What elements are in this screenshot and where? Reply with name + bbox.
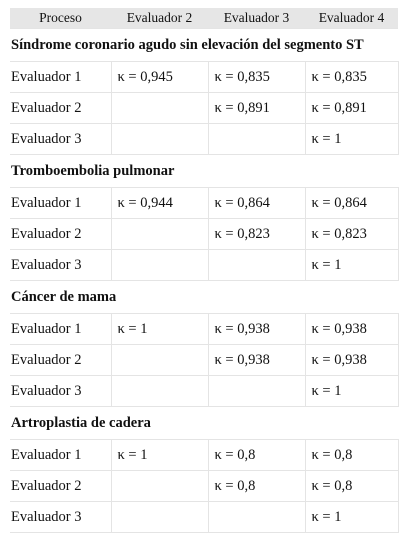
table-row: Evaluador 3 κ = 1 bbox=[10, 249, 399, 281]
header-evaluador-3: Evaluador 3 bbox=[208, 8, 305, 29]
row-label: Evaluador 1 bbox=[10, 439, 111, 471]
row-label: Evaluador 3 bbox=[10, 249, 111, 281]
table-row: Evaluador 2 κ = 0,891 κ = 0,891 bbox=[10, 92, 399, 124]
kappa-cell: κ = 1 bbox=[304, 123, 399, 155]
kappa-cell: κ = 0,938 bbox=[207, 313, 305, 345]
kappa-cell bbox=[207, 249, 305, 281]
header-proceso: Proceso bbox=[10, 8, 111, 29]
section-row: Síndrome coronario agudo sin elevación d… bbox=[10, 28, 398, 62]
table-row: Evaluador 1 κ = 1 κ = 0,8 κ = 0,8 bbox=[10, 439, 399, 471]
row-label: Evaluador 2 bbox=[10, 470, 111, 502]
kappa-cell: κ = 0,8 bbox=[304, 470, 399, 502]
kappa-cell bbox=[110, 249, 208, 281]
kappa-cell: κ = 0,823 bbox=[304, 218, 399, 250]
kappa-cell: κ = 0,864 bbox=[207, 187, 305, 219]
section-title: Artroplastia de cadera bbox=[10, 406, 398, 440]
kappa-cell: κ = 0,8 bbox=[304, 439, 399, 471]
row-label: Evaluador 3 bbox=[10, 501, 111, 533]
row-label: Evaluador 1 bbox=[10, 313, 111, 345]
row-label: Evaluador 1 bbox=[10, 187, 111, 219]
section-row: Artroplastia de cadera bbox=[10, 406, 398, 440]
table-row: Evaluador 3 κ = 1 bbox=[10, 501, 399, 533]
kappa-cell: κ = 1 bbox=[110, 313, 208, 345]
kappa-cell bbox=[207, 123, 305, 155]
kappa-cell bbox=[110, 470, 208, 502]
kappa-cell bbox=[207, 501, 305, 533]
kappa-cell: κ = 0,938 bbox=[304, 313, 399, 345]
table-row: Evaluador 2 κ = 0,938 κ = 0,938 bbox=[10, 344, 399, 376]
row-label: Evaluador 2 bbox=[10, 218, 111, 250]
kappa-cell: κ = 0,944 bbox=[110, 187, 208, 219]
kappa-cell: κ = 1 bbox=[110, 439, 208, 471]
header-evaluador-4: Evaluador 4 bbox=[305, 8, 398, 29]
table-row: Evaluador 1 κ = 0,944 κ = 0,864 κ = 0,86… bbox=[10, 187, 399, 219]
row-label: Evaluador 2 bbox=[10, 344, 111, 376]
kappa-cell bbox=[110, 123, 208, 155]
kappa-cell: κ = 0,891 bbox=[207, 92, 305, 124]
kappa-cell bbox=[207, 375, 305, 407]
kappa-cell: κ = 0,938 bbox=[304, 344, 399, 376]
section-row: Cáncer de mama bbox=[10, 280, 398, 314]
kappa-agreement-table: Proceso Evaluador 2 Evaluador 3 Evaluado… bbox=[10, 8, 399, 533]
section-title: Síndrome coronario agudo sin elevación d… bbox=[10, 28, 398, 62]
table-row: Evaluador 1 κ = 0,945 κ = 0,835 κ = 0,83… bbox=[10, 61, 399, 93]
kappa-cell: κ = 1 bbox=[304, 501, 399, 533]
kappa-cell: κ = 0,8 bbox=[207, 470, 305, 502]
row-label: Evaluador 1 bbox=[10, 61, 111, 93]
row-label: Evaluador 2 bbox=[10, 92, 111, 124]
kappa-cell: κ = 1 bbox=[304, 375, 399, 407]
table-row: Evaluador 3 κ = 1 bbox=[10, 123, 399, 155]
kappa-cell bbox=[110, 375, 208, 407]
kappa-cell: κ = 1 bbox=[304, 249, 399, 281]
kappa-cell bbox=[110, 218, 208, 250]
kappa-cell bbox=[110, 501, 208, 533]
table-row: Evaluador 2 κ = 0,823 κ = 0,823 bbox=[10, 218, 399, 250]
kappa-cell: κ = 0,823 bbox=[207, 218, 305, 250]
row-label: Evaluador 3 bbox=[10, 375, 111, 407]
table-row: Evaluador 3 κ = 1 bbox=[10, 375, 399, 407]
kappa-cell bbox=[110, 344, 208, 376]
row-label: Evaluador 3 bbox=[10, 123, 111, 155]
kappa-cell: κ = 0,945 bbox=[110, 61, 208, 93]
table-row: Evaluador 2 κ = 0,8 κ = 0,8 bbox=[10, 470, 399, 502]
kappa-cell: κ = 0,891 bbox=[304, 92, 399, 124]
kappa-table-container: Proceso Evaluador 2 Evaluador 3 Evaluado… bbox=[10, 8, 399, 533]
kappa-cell: κ = 0,8 bbox=[207, 439, 305, 471]
kappa-cell: κ = 0,864 bbox=[304, 187, 399, 219]
section-title: Cáncer de mama bbox=[10, 280, 398, 314]
kappa-cell bbox=[110, 92, 208, 124]
table-header-row: Proceso Evaluador 2 Evaluador 3 Evaluado… bbox=[10, 8, 398, 29]
section-row: Tromboembolia pulmonar bbox=[10, 154, 398, 188]
kappa-cell: κ = 0,835 bbox=[304, 61, 399, 93]
table-row: Evaluador 1 κ = 1 κ = 0,938 κ = 0,938 bbox=[10, 313, 399, 345]
kappa-cell: κ = 0,938 bbox=[207, 344, 305, 376]
kappa-cell: κ = 0,835 bbox=[207, 61, 305, 93]
header-evaluador-2: Evaluador 2 bbox=[111, 8, 208, 29]
section-title: Tromboembolia pulmonar bbox=[10, 154, 398, 188]
